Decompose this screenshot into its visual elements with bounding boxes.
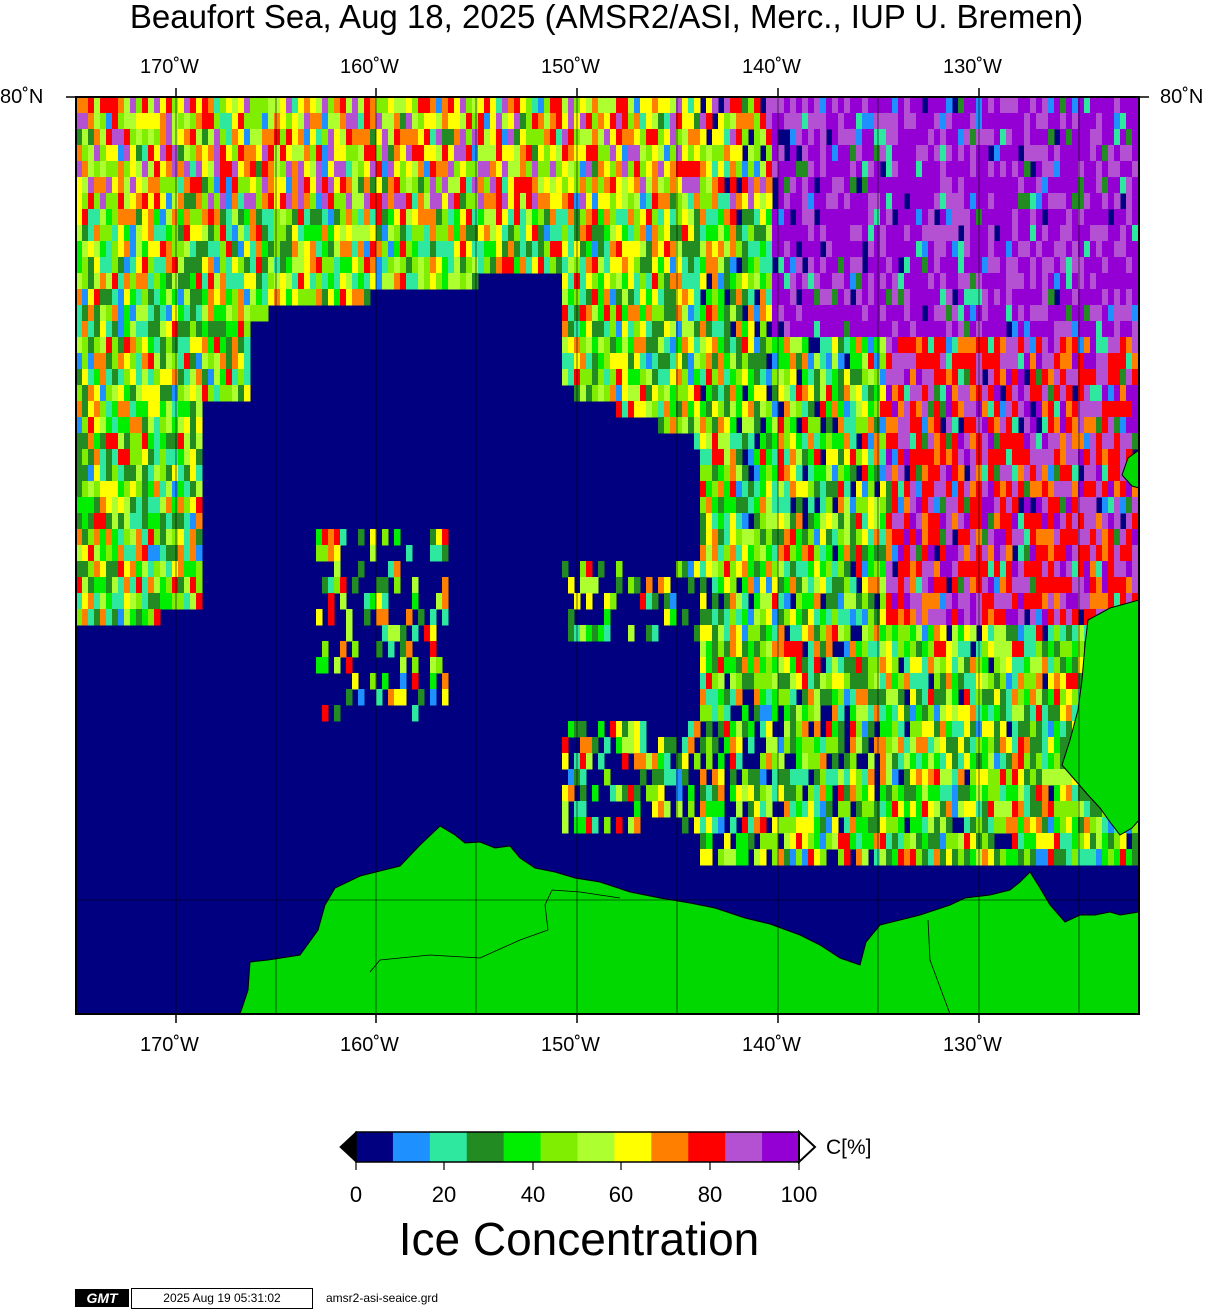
frame-ticks xyxy=(66,88,1149,1023)
prince-patrick-coast xyxy=(1121,449,1139,489)
colorbar-segment xyxy=(688,1132,726,1162)
colorbar-frame xyxy=(355,1131,800,1163)
sea-ice-cells xyxy=(76,97,1139,866)
colorbar-tick-20: 20 xyxy=(431,1182,457,1207)
lat-label-left-80n: 80˚N xyxy=(0,86,44,108)
lon-label-top-150w: 150˚W xyxy=(541,56,600,78)
colorbar-segment xyxy=(356,1132,394,1162)
legend-title: Ice Concentration xyxy=(398,1213,760,1265)
colorbar-segment xyxy=(429,1132,468,1162)
colorbar-segment xyxy=(466,1132,505,1162)
colorbar-segment xyxy=(503,1132,542,1162)
map-frame xyxy=(75,96,1140,1015)
colorbar-segment xyxy=(577,1132,615,1162)
lon-label-top-140w: 140˚W xyxy=(742,56,801,78)
lon-label-bottom-170w: 170˚W xyxy=(140,1034,199,1056)
colorbar-over-triangle xyxy=(798,1129,817,1165)
colorbar-unit: C[%] xyxy=(826,1136,872,1159)
colorbar-segment xyxy=(392,1132,431,1162)
lon-label-bottom-160w: 160˚W xyxy=(340,1034,399,1056)
alaska-yukon-border xyxy=(927,919,951,1014)
map-title: Beaufort Sea, Aug 18, 2025 (AMSR2/ASI, M… xyxy=(129,0,1084,35)
north-slope-boundary xyxy=(369,889,621,973)
colorbar-tick-40: 40 xyxy=(520,1182,546,1207)
lon-label-bottom-130w: 130˚W xyxy=(943,1034,1002,1056)
lon-label-bottom-150w: 150˚W xyxy=(541,1034,600,1056)
colorbar-tick-0: 0 xyxy=(349,1182,363,1207)
grid-file-name: amsr2-asi-seaice.grd xyxy=(326,1291,439,1305)
colorbar-segment xyxy=(540,1132,578,1162)
lon-label-top-160w: 160˚W xyxy=(340,56,399,78)
lat-label-right-80n: 80˚N xyxy=(1160,86,1204,108)
graticule xyxy=(76,97,1139,1014)
colorbar-under-triangle xyxy=(339,1130,357,1164)
colorbar-segment xyxy=(762,1132,800,1162)
colorbar-segment xyxy=(614,1132,652,1162)
alaska-yukon-coast xyxy=(239,825,1139,1014)
lon-label-top-170w: 170˚W xyxy=(140,56,199,78)
colorbar xyxy=(339,1129,817,1170)
land-mass xyxy=(239,449,1139,1014)
colorbar-tick-80: 80 xyxy=(697,1182,723,1207)
lon-label-top-130w: 130˚W xyxy=(943,56,1002,78)
timestamp-box: 2025 Aug 19 05:31:02 xyxy=(131,1288,313,1309)
colorbar-tick-100: 100 xyxy=(780,1182,818,1207)
lon-label-bottom-140w: 140˚W xyxy=(742,1034,801,1056)
gmt-logo-icon: GMT xyxy=(75,1289,129,1307)
colorbar-tick-60: 60 xyxy=(608,1182,634,1207)
colorbar-segment xyxy=(651,1132,689,1162)
banks-island-coast xyxy=(1061,599,1139,836)
colorbar-segment xyxy=(725,1132,763,1162)
